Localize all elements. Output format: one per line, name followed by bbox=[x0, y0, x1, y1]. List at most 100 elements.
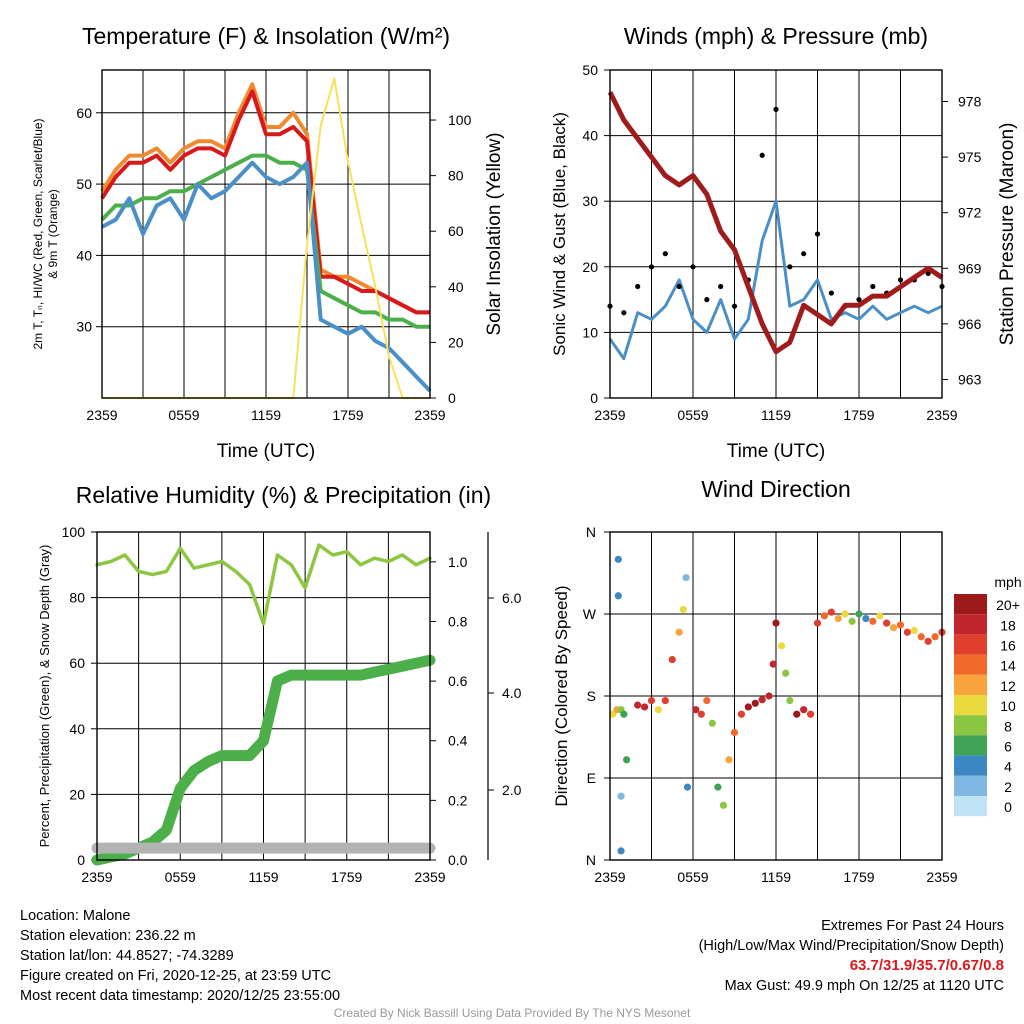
y-tick-label: 20 bbox=[69, 786, 85, 802]
x-axis-label: Time (UTC) bbox=[727, 441, 826, 462]
created-text: Figure created on Fri, 2020-12-25, at 23… bbox=[20, 968, 332, 984]
x-tick-label: 2359 bbox=[414, 869, 445, 885]
y2-tick-label: 100 bbox=[448, 112, 472, 128]
chart-panel-4: 2359 0559 1159 1759 2359 Wind Direction N E S W N D… bbox=[552, 476, 1022, 885]
legend-swatch bbox=[954, 715, 987, 736]
y-tick-label: 60 bbox=[69, 655, 85, 671]
gust-point bbox=[676, 283, 682, 290]
chart-panel-2: 2359 0559 1159 1759 2359 Winds (mph) & Pressu… bbox=[550, 23, 1018, 462]
y2-tick-label: 975 bbox=[958, 149, 982, 165]
extremes-panel: Extremes For Past 24 Hours (High/Low/Max… bbox=[699, 916, 1004, 996]
direction-point bbox=[737, 710, 746, 718]
y-tick-label: 0 bbox=[77, 852, 85, 868]
y-tick-label: N bbox=[586, 852, 596, 868]
x-tick-label: 1759 bbox=[331, 869, 362, 885]
gust-point bbox=[648, 264, 655, 270]
direction-point bbox=[848, 617, 856, 625]
legend-label: 20+ bbox=[996, 597, 1020, 613]
direction-point bbox=[772, 619, 780, 627]
plot-frame bbox=[96, 531, 431, 861]
direction-point bbox=[679, 605, 687, 614]
chart-title: Temperature (F) & Insolation (W/m²) bbox=[82, 23, 450, 49]
gust-point bbox=[621, 310, 627, 316]
y-tick-label: 50 bbox=[582, 62, 598, 78]
elevation-text: Station elevation: 236.22 m bbox=[20, 928, 196, 944]
credit-text: Created By Nick Bassill Using Data Provi… bbox=[333, 1006, 691, 1020]
series-line-1 bbox=[95, 543, 432, 626]
direction-point bbox=[869, 617, 877, 625]
gust-point bbox=[731, 303, 738, 309]
chart-panel-1: 2359 0559 1159 1759 2359 Temperature (F) & In… bbox=[31, 23, 505, 462]
max-gust-text: Max Gust: 49.9 mph On 12/25 at 1120 UTC bbox=[724, 978, 1004, 994]
legend-swatch bbox=[954, 674, 987, 695]
direction-point bbox=[668, 655, 676, 664]
direction-point bbox=[786, 696, 794, 705]
y-tick-label: 40 bbox=[76, 247, 92, 263]
legend-swatch bbox=[954, 755, 987, 776]
legend-label: 18 bbox=[1000, 617, 1016, 633]
gust-point bbox=[759, 152, 765, 158]
legend-label: 0 bbox=[1004, 799, 1012, 815]
legend-title: mph bbox=[994, 574, 1021, 590]
x-tick-label: 1759 bbox=[332, 407, 363, 423]
legend-label: 8 bbox=[1004, 718, 1012, 734]
y-axis-label: 2m T, Tₙ, HI/WC (Red, Green, Scarlet/Blu… bbox=[31, 118, 45, 349]
y-tick-label: 60 bbox=[76, 105, 92, 121]
direction-point bbox=[640, 703, 649, 711]
y-tick-label: 50 bbox=[76, 176, 92, 192]
direction-point bbox=[703, 696, 711, 705]
y2-tick-label: 40 bbox=[448, 279, 464, 295]
location-text: Location: Malone bbox=[20, 908, 131, 924]
chart-title: Relative Humidity (%) & Precipitation (i… bbox=[76, 482, 491, 508]
chart-title: Winds (mph) & Pressure (mb) bbox=[624, 23, 928, 49]
x-tick-label: 1759 bbox=[843, 407, 874, 423]
speed-legend: mph 20+ 18 16 14 12 10 8 6 4 2 0 bbox=[954, 574, 1022, 817]
gust-point bbox=[704, 297, 710, 303]
gust-point bbox=[897, 277, 904, 283]
gust-point bbox=[828, 290, 834, 296]
direction-point bbox=[751, 699, 759, 707]
direction-point bbox=[708, 719, 716, 727]
direction-point bbox=[777, 642, 786, 650]
direction-point bbox=[654, 706, 663, 714]
y-tick-label: 0 bbox=[590, 390, 598, 406]
y2-tick-label: 972 bbox=[958, 205, 982, 221]
y2-tick-label: 20 bbox=[448, 334, 464, 350]
y-tick-label: W bbox=[583, 606, 597, 622]
direction-point bbox=[683, 783, 692, 791]
y3-tick-label: 4.0 bbox=[502, 685, 522, 701]
x-tick-label: 0559 bbox=[168, 407, 199, 423]
gust-point bbox=[773, 106, 779, 112]
y2-tick-label: 966 bbox=[958, 316, 982, 332]
x-tick-label: 2359 bbox=[414, 407, 445, 423]
y-tick-label: 30 bbox=[76, 319, 92, 335]
legend-label: 12 bbox=[1000, 678, 1016, 694]
legend-swatch bbox=[954, 654, 987, 675]
x-tick-label: 1159 bbox=[248, 869, 278, 885]
y2-tick-label: 0.8 bbox=[448, 613, 468, 629]
y-axis-label: Direction (Colored By Speed) bbox=[552, 585, 571, 806]
x-tick-label: 1159 bbox=[251, 407, 281, 423]
legend-label: 6 bbox=[1004, 739, 1012, 755]
direction-point bbox=[634, 701, 642, 709]
direction-point bbox=[620, 710, 628, 718]
direction-point bbox=[931, 633, 939, 641]
y-tick-label: 40 bbox=[582, 128, 598, 144]
legend-swatch bbox=[954, 735, 987, 756]
legend-swatch bbox=[954, 594, 987, 615]
y3-tick-label: 6.0 bbox=[502, 590, 522, 606]
direction-point bbox=[614, 555, 622, 563]
direction-point bbox=[769, 660, 777, 668]
station-info: Location: Malone Station elevation: 236.… bbox=[20, 906, 340, 1006]
y-axis-label-line2: & 9m T (Orange) bbox=[46, 189, 60, 279]
y-tick-label: 40 bbox=[69, 721, 85, 737]
legend-label: 14 bbox=[1000, 658, 1016, 674]
series-line-4 bbox=[101, 160, 432, 393]
y2-tick-label: 0.2 bbox=[448, 792, 468, 808]
y3-tick-label: 2.0 bbox=[502, 782, 522, 798]
x-tick-label: 0559 bbox=[677, 407, 708, 423]
direction-point bbox=[917, 633, 925, 641]
gust-point bbox=[662, 251, 668, 257]
y2-tick-label: 969 bbox=[958, 260, 982, 276]
